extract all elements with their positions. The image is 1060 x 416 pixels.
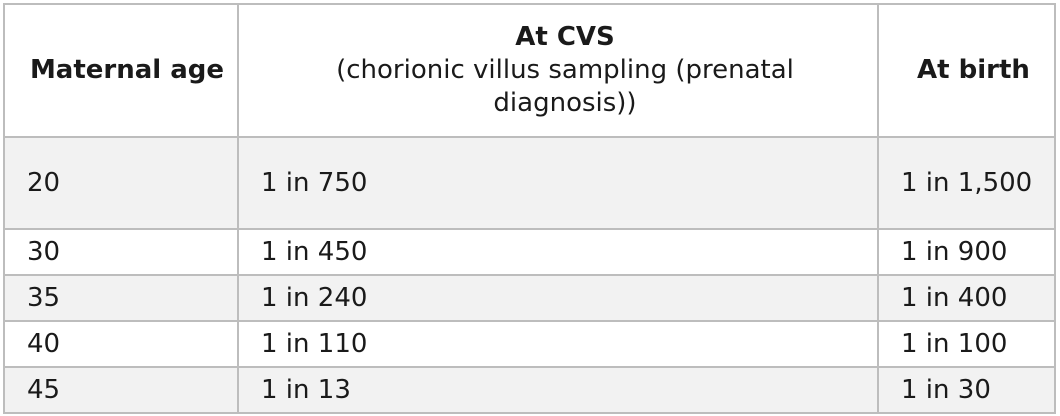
cell-maternal-age: 45 xyxy=(3,366,239,414)
cell-maternal-age: 40 xyxy=(3,320,239,368)
cell-at-birth: 1 in 900 xyxy=(877,228,1056,276)
cell-maternal-age: 35 xyxy=(3,274,239,322)
cell-at-birth: 1 in 30 xyxy=(877,366,1056,414)
cell-maternal-age: 30 xyxy=(3,228,239,276)
cell-at-birth: 1 in 400 xyxy=(877,274,1056,322)
cell-at-cvs: 1 in 240 xyxy=(237,274,879,322)
table-row: 30 1 in 450 1 in 900 xyxy=(3,228,1056,276)
cell-at-birth: 1 in 1,500 xyxy=(877,136,1056,230)
risk-table-container: Maternal age At CVS (chorionic villus sa… xyxy=(3,3,1056,414)
table-row: 35 1 in 240 1 in 400 xyxy=(3,274,1056,322)
header-at-birth: At birth xyxy=(877,3,1056,138)
table-row: 20 1 in 750 1 in 1,500 xyxy=(3,136,1056,230)
cell-at-cvs: 1 in 110 xyxy=(237,320,879,368)
table-row: 40 1 in 110 1 in 100 xyxy=(3,320,1056,368)
cell-at-cvs: 1 in 13 xyxy=(237,366,879,414)
cell-at-birth: 1 in 100 xyxy=(877,320,1056,368)
cell-maternal-age: 20 xyxy=(3,136,239,230)
header-maternal-age: Maternal age xyxy=(3,3,239,138)
risk-by-maternal-age-table: Maternal age At CVS (chorionic villus sa… xyxy=(3,3,1056,414)
table-row: 45 1 in 13 1 in 30 xyxy=(3,366,1056,414)
cell-at-cvs: 1 in 750 xyxy=(237,136,879,230)
cell-at-cvs: 1 in 450 xyxy=(237,228,879,276)
header-at-cvs-title: At CVS xyxy=(515,22,615,52)
header-at-cvs-subtitle: (chorionic villus sampling (prenatal dia… xyxy=(336,55,794,118)
header-row: Maternal age At CVS (chorionic villus sa… xyxy=(3,3,1056,138)
header-at-cvs: At CVS (chorionic villus sampling (prena… xyxy=(237,3,879,138)
